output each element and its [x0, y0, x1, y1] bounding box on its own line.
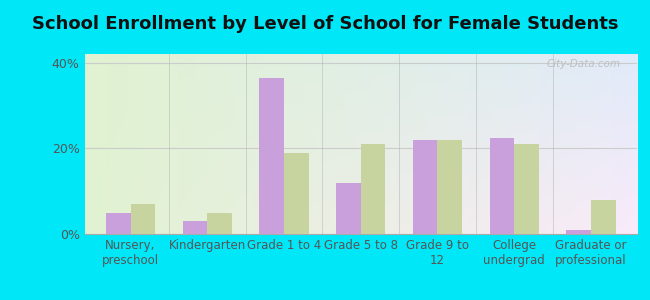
Bar: [361, 144, 385, 234]
Bar: [413, 140, 437, 234]
Text: School Enrollment by Level of School for Female Students: School Enrollment by Level of School for…: [32, 15, 618, 33]
Bar: [437, 140, 462, 234]
Bar: [514, 144, 539, 234]
Bar: [106, 213, 131, 234]
Bar: [207, 213, 232, 234]
Bar: [336, 183, 361, 234]
Bar: [259, 78, 284, 234]
Bar: [284, 153, 309, 234]
Bar: [566, 230, 591, 234]
Bar: [183, 221, 207, 234]
Bar: [131, 204, 155, 234]
Bar: [489, 138, 514, 234]
Text: City-Data.com: City-Data.com: [546, 59, 620, 69]
Bar: [591, 200, 616, 234]
